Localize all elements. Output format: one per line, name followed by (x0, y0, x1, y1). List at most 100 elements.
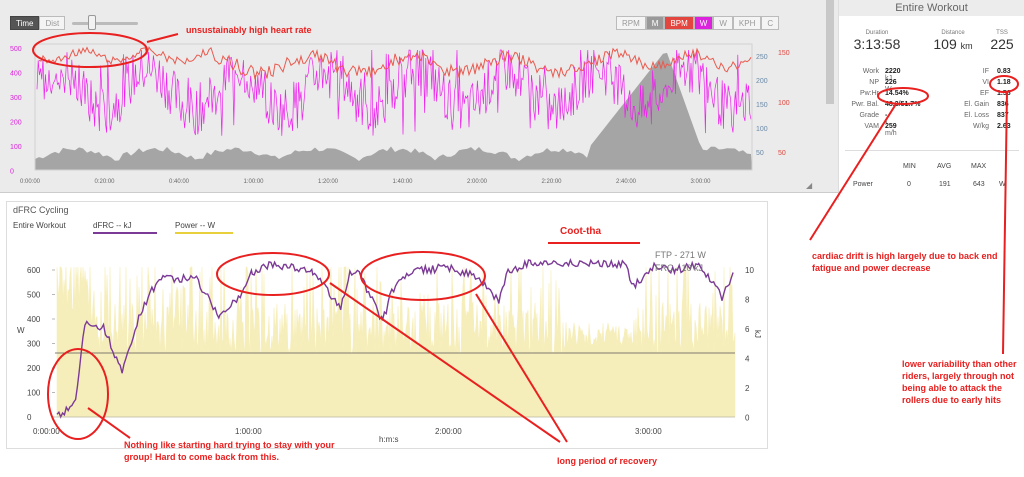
power-button[interactable]: W (693, 16, 714, 30)
dfrc-legend[interactable]: dFRC -- kJ (93, 221, 157, 234)
time-axis-tick: 0:20:00 (95, 179, 116, 185)
power-axis-tick: 100 (10, 144, 22, 151)
metric-toggle-group: RPM M BPM W W KPH C (616, 16, 780, 30)
elevation-button[interactable]: M (645, 16, 665, 30)
power-hr-chart-panel: Time Dist RPM M BPM W W KPH C 500 400 300 2… (0, 0, 838, 193)
dfrc-y-tick: 2 (745, 384, 750, 393)
distance-value: 109 (933, 36, 957, 52)
scope-label: Entire Workout (13, 221, 66, 230)
high-hr-annotation: unsustainably high heart rate (186, 25, 312, 35)
power-y-tick: 100 (27, 389, 41, 398)
time-axis-tick: 1:00:00 (244, 179, 265, 185)
dfrc-legend-swatch (93, 232, 157, 234)
y-left-axis-title: W (17, 326, 25, 335)
right-stat-value: 836 (997, 101, 1009, 108)
recovery-annotation: long period of recovery (557, 456, 658, 466)
time-x-tick: 1:00:00 (235, 427, 262, 436)
min-header: MIN (903, 163, 916, 170)
temperature-button[interactable]: C (761, 16, 780, 30)
time-x-tick: 2:00:00 (435, 427, 462, 436)
top-chart-axes: 500 400 300 200 100 0 250 200 150 100 50 150 100 50 0:… (10, 43, 790, 185)
distance-label: Distance (941, 30, 965, 36)
right-stat-label: El. Loss (964, 112, 989, 119)
dfrc-y-tick: 0 (745, 414, 750, 423)
start-hard-annotation: Nothing like starting hard trying to sta… (124, 440, 335, 462)
left-stat-label: Pwr. Bal. (851, 101, 879, 108)
power-y-tick: 500 (27, 291, 41, 300)
time-axis-tick: 2:00:00 (467, 179, 488, 185)
left-stat-value: 14.54% (885, 90, 909, 97)
resize-grip-icon[interactable]: ◢ (806, 181, 813, 190)
time-x-tick: 0:00:00 (33, 427, 60, 436)
time-axis-tick: 0:40:00 (169, 179, 190, 185)
dfrc-power-series (56, 266, 736, 418)
left-stat-value: 48.3/51.7% (885, 101, 921, 108)
power-axis-tick: 200 (10, 120, 22, 127)
power-legend[interactable]: Power -- W (175, 221, 233, 234)
power-y-tick: 0 (27, 413, 32, 422)
left-stat-label: VAM (864, 123, 879, 130)
power-axis-tick: 0 (10, 169, 14, 176)
ftp-label: FTP - 271 W (655, 250, 706, 260)
right-stat-value: 0.83 (997, 68, 1011, 75)
elevation-axis-tick: 50 (756, 150, 764, 157)
power-axis-tick: 400 (10, 71, 22, 78)
dfrc-chart-title: dFRC Cycling (13, 205, 69, 215)
dfrc-power-chart[interactable]: 600 500 400 300 200 100 0 10 8 6 4 2 0 W kJ 0:00:00 1:00… (7, 202, 769, 450)
time-x-tick: 3:00:00 (635, 427, 662, 436)
duration-stat: Duration 3:13:58 (847, 30, 907, 52)
frc-label: FRC - 10 kJ (655, 263, 703, 273)
right-stat-value: 1.18 (997, 79, 1011, 86)
elevation-axis-tick: 150 (756, 102, 768, 109)
zoom-slider-track[interactable] (72, 22, 138, 25)
avg-header: AVG (937, 163, 952, 170)
dfrc-chart-axes: 600 500 400 300 200 100 0 10 8 6 4 2 0 W kJ 0:00:00 1:00… (17, 250, 762, 444)
dist-toggle-button[interactable]: Dist (39, 16, 66, 30)
cardiac-drift-annotation: cardiac drift is high largely due to bac… (812, 251, 998, 273)
dfrc-y-tick: 6 (745, 325, 750, 334)
zoom-slider-thumb[interactable] (88, 15, 96, 30)
dfrc-y-tick: 4 (745, 355, 750, 364)
bpm-button[interactable]: BPM (664, 16, 694, 30)
power-hr-elevation-chart[interactable]: 500 400 300 200 100 0 250 200 150 100 50 150 100 50 0:… (0, 0, 838, 193)
time-axis-tick: 2:40:00 (616, 179, 637, 185)
elevation-area (35, 52, 752, 170)
power-line (36, 48, 752, 136)
coot-tha-annotation: Coot-tha (560, 226, 602, 237)
power-area (56, 266, 736, 418)
right-stat-value: 2.63 (997, 123, 1011, 130)
time-axis-tick: 1:20:00 (318, 179, 339, 185)
summary-divider (845, 150, 1019, 151)
power-series (36, 48, 752, 136)
max-header: MAX (971, 163, 987, 170)
duration-label: Duration (865, 30, 889, 36)
power-row-label: Power (853, 181, 873, 188)
time-axis-tick: 1:40:00 (393, 179, 414, 185)
time-toggle-button[interactable]: Time (10, 16, 40, 30)
rpm-button[interactable]: RPM (616, 16, 646, 30)
kph-button[interactable]: KPH (732, 16, 762, 30)
power-axis-tick: 300 (10, 95, 22, 102)
power-unit: W (999, 181, 1006, 188)
time-axis-tick: 3:00:00 (691, 179, 712, 185)
heart-rate-line (38, 46, 752, 80)
right-stat-label: IF (982, 68, 989, 75)
power-y-tick: 400 (27, 315, 41, 324)
power-y-tick: 600 (27, 266, 41, 275)
right-stat-label: W/kg (973, 123, 989, 130)
y-right-axis-title: kJ (753, 330, 762, 338)
dfrc-y-tick: 8 (745, 296, 750, 305)
power-y-tick: 300 (27, 340, 41, 349)
tss-label: TSS (996, 30, 1008, 36)
variability-annotation: lower variability than other riders, lar… (902, 359, 1017, 405)
distance-unit: km (960, 41, 973, 51)
power-balance-button[interactable]: W (713, 16, 733, 30)
right-stat-value: 837 (997, 112, 1009, 119)
heart-rate-series (38, 46, 752, 80)
power-legend-swatch (175, 232, 233, 234)
distance-stat: Distance 109 km (925, 30, 981, 52)
hr-axis-tick: 50 (778, 150, 786, 157)
duration-value: 3:13:58 (853, 36, 901, 52)
elevation-area-path (35, 52, 752, 170)
top-panel-scrollbar[interactable] (826, 0, 834, 104)
